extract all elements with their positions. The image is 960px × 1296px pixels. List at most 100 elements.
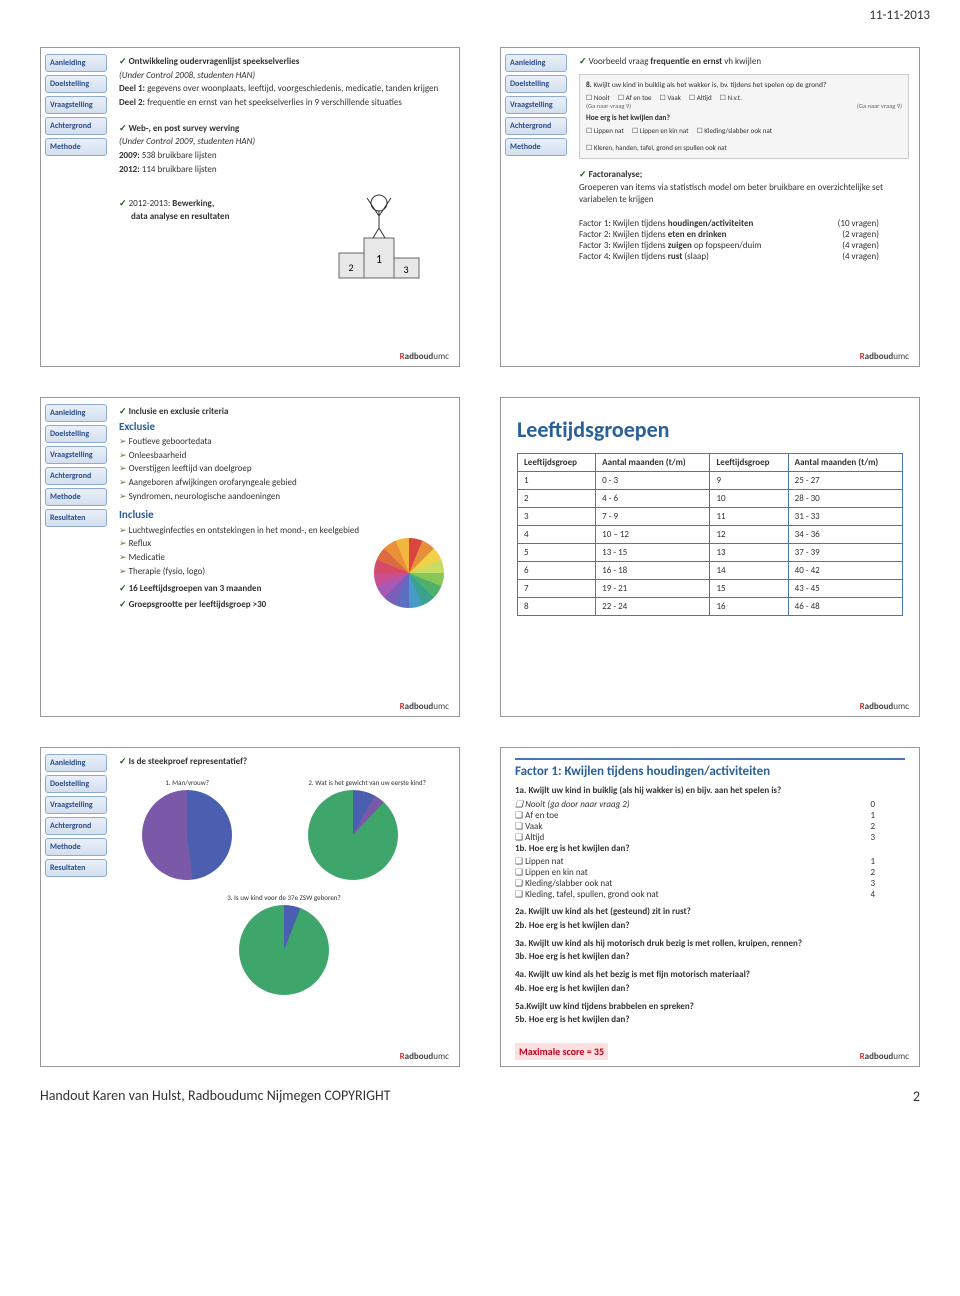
text: 5b. Hoe erg is het kwijlen dan?	[515, 1014, 905, 1026]
td: 4 - 6	[596, 490, 710, 508]
td: 6	[518, 562, 596, 580]
text: Groeperen van items via statistisch mode…	[579, 182, 909, 205]
factor-row: Factor 2: Kwijlen tijdens eten en drinke…	[579, 229, 909, 240]
text: 2009: 538 bruikbare lijsten	[119, 150, 449, 162]
td: 3	[518, 508, 596, 526]
td: 5	[518, 544, 596, 562]
td: 31 - 33	[788, 508, 902, 526]
td: 16 - 18	[596, 562, 710, 580]
pie-chart-icon	[374, 538, 444, 608]
td: 40 - 42	[788, 562, 902, 580]
td: 7 - 9	[596, 508, 710, 526]
text: Deel 2: frequentie en ernst van het spee…	[119, 97, 449, 109]
text: Ontwikkeling oudervragenlijst speekselve…	[119, 56, 449, 68]
factor-row: Factor 3: Kwijlen tijdens zuigen op fops…	[579, 240, 909, 251]
factor-row: Factor 4: Kwijlen tijdens rust (slaap)(4…	[579, 251, 909, 262]
pie-chart-2	[308, 790, 398, 880]
sidebar-item: Doelstelling	[45, 75, 107, 93]
text: 4a. Kwijlt uw kind als het bezig is met …	[515, 969, 905, 981]
brand: Radboudumc	[400, 701, 449, 712]
sidebar-item: Methode	[45, 138, 107, 156]
text: Syndromen, neurologische aandoeningen	[119, 491, 449, 503]
heading: Exclusie	[119, 420, 449, 434]
th: Leeftijdsgroep	[710, 454, 788, 472]
text: Deel 1: gegevens over woonplaats, leefti…	[119, 83, 449, 95]
sidebar-item: Aanleiding	[45, 404, 107, 422]
slide-title: Factor 1: Kwijlen tijdens houdingen/acti…	[515, 764, 905, 779]
sidebar-item: Vraagstelling	[45, 446, 107, 464]
heading: Inclusie	[119, 508, 449, 522]
text: Web-, en post survey werving	[119, 123, 449, 135]
pie-chart-1	[142, 790, 232, 880]
slide-grid: Aanleiding Doelstelling Vraagstelling Ac…	[0, 27, 960, 1077]
slide-title: Leeftijdsgroepen	[517, 416, 903, 443]
factor-row: Factor 1: Kwijlen tijdens houdingen/acti…	[579, 218, 909, 229]
slide-1: Aanleiding Doelstelling Vraagstelling Ac…	[40, 47, 460, 367]
brand: Radboudumc	[860, 701, 909, 712]
td: 15	[710, 580, 788, 598]
brand: Radboudumc	[860, 1051, 909, 1062]
td: 4	[518, 526, 596, 544]
footer-page-number: 2	[913, 1088, 920, 1105]
td: 25 - 27	[788, 472, 902, 490]
td: 10	[710, 490, 788, 508]
sidebar-item: Achtergrond	[45, 117, 107, 135]
td: 10 – 12	[596, 526, 710, 544]
td: 19 - 21	[596, 580, 710, 598]
td: 8	[518, 598, 596, 616]
td: 13 - 15	[596, 544, 710, 562]
th: Aantal maanden (t/m)	[788, 454, 902, 472]
sidebar-item: Doelstelling	[45, 425, 107, 443]
text: (Under Control 2009, studenten HAN)	[119, 136, 449, 148]
text: Voorbeeld vraag frequentie en ernst vh k…	[579, 56, 909, 68]
td: 11	[710, 508, 788, 526]
text: Foutieve geboortedata	[119, 436, 449, 448]
td: 12	[710, 526, 788, 544]
td: 37 - 39	[788, 544, 902, 562]
brand: RRadboudumcadboudumc	[400, 351, 449, 362]
slide-5: Aanleiding Doelstelling Vraagstelling Ac…	[40, 747, 460, 1067]
text: 2b. Hoe erg is het kwijlen dan?	[515, 920, 905, 932]
sidebar: Aanleiding Doelstelling Vraagstelling Ac…	[41, 748, 111, 1066]
sidebar: Aanleiding Doelstelling Vraagstelling Ac…	[501, 48, 571, 366]
td: 43 - 45	[788, 580, 902, 598]
td: 16	[710, 598, 788, 616]
td: 14	[710, 562, 788, 580]
text: 1b. Hoe erg is het kwijlen dan?	[515, 843, 905, 855]
sidebar-item: Vraagstelling	[505, 96, 567, 114]
sidebar-item: Achtergrond	[505, 117, 567, 135]
svg-text:2: 2	[348, 261, 353, 274]
text: Aangeboren afwijkingen orofaryngeale geb…	[119, 477, 449, 489]
sidebar-item: Vraagstelling	[45, 96, 107, 114]
sidebar-item: Achtergrond	[45, 817, 107, 835]
sidebar-item: Resultaten	[45, 859, 107, 877]
sidebar-item: Doelstelling	[45, 775, 107, 793]
text: 2a. Kwijlt uw kind als het (gesteund) zi…	[515, 906, 905, 918]
sidebar-item: Methode	[505, 138, 567, 156]
svg-text:3: 3	[403, 263, 408, 276]
sidebar-item: Methode	[45, 488, 107, 506]
text: Overstijgen leeftijd van doelgroep	[119, 463, 449, 475]
sidebar-item: Aanleiding	[505, 54, 567, 72]
th: Aantal maanden (t/m)	[596, 454, 710, 472]
text: Is de steekproef representatief?	[119, 756, 449, 768]
sidebar-item: Vraagstelling	[45, 796, 107, 814]
sidebar-item: Aanleiding	[45, 54, 107, 72]
age-table: Leeftijdsgroep Aantal maanden (t/m) Leef…	[517, 453, 903, 616]
sidebar: Aanleiding Doelstelling Vraagstelling Ac…	[41, 398, 111, 716]
sidebar-item: Doelstelling	[505, 75, 567, 93]
brand: Radboudumc	[860, 351, 909, 362]
slide-4: Leeftijdsgroepen Leeftijdsgroep Aantal m…	[500, 397, 920, 717]
sidebar-item: Resultaten	[45, 509, 107, 527]
text: Luchtweginfecties en ontstekingen in het…	[119, 525, 449, 537]
pie-chart-3	[239, 905, 329, 995]
td: 46 - 48	[788, 598, 902, 616]
text: 1a. Kwijlt uw kind in buiklig (als hij w…	[515, 785, 905, 797]
td: 2	[518, 490, 596, 508]
td: 0 - 3	[596, 472, 710, 490]
slide-3: Aanleiding Doelstelling Vraagstelling Ac…	[40, 397, 460, 717]
sidebar-item: Methode	[45, 838, 107, 856]
slide-6: Factor 1: Kwijlen tijdens houdingen/acti…	[500, 747, 920, 1067]
max-score: Maximale score = 35	[515, 1043, 608, 1060]
td: 28 - 30	[788, 490, 902, 508]
